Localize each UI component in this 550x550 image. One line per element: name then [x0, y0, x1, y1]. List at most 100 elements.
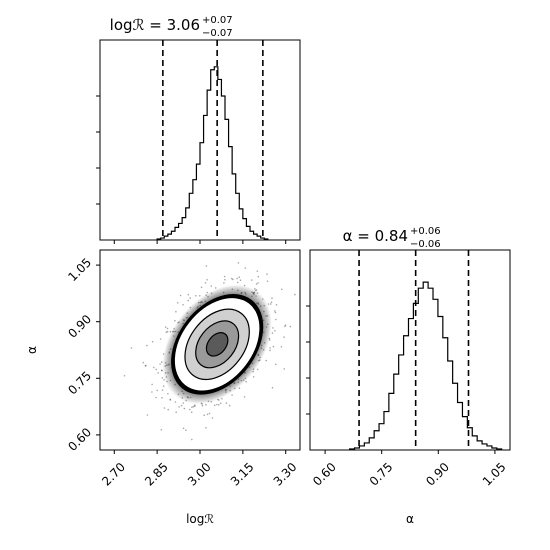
joint-sample-point — [206, 279, 208, 281]
joint-sample-point — [167, 393, 169, 395]
joint-sample-point — [232, 278, 234, 281]
joint-sample-point — [274, 311, 277, 314]
joint-sample-point — [145, 364, 147, 367]
joint-sample-point — [280, 346, 283, 348]
joint-sample-point — [236, 277, 238, 280]
joint-sample-point — [190, 411, 193, 414]
joint-sample-point — [160, 429, 163, 431]
joint-sample-point — [174, 401, 177, 403]
joint-sample-point — [178, 406, 180, 408]
hist-alpha-xlabel: α — [406, 512, 414, 526]
joint-sample-point — [160, 369, 163, 372]
joint-sample-point — [228, 404, 231, 407]
joint-sample-point — [169, 398, 171, 401]
joint-sample-point — [218, 404, 220, 406]
joint-sample-point — [206, 413, 209, 416]
joint-sample-point — [192, 405, 195, 408]
joint-sample-point — [274, 310, 276, 312]
joint-sample-point — [223, 282, 225, 284]
joint-sample-point — [238, 387, 241, 389]
joint-sample-point — [284, 325, 286, 328]
alpha-xtick-label: 0.75 — [367, 460, 396, 489]
joint-sample-point — [191, 406, 193, 409]
joint-sample-point — [161, 396, 163, 399]
joint-sample-point — [266, 273, 268, 275]
joint-sample-point — [146, 344, 148, 347]
joint-sample-point — [165, 331, 168, 334]
joint-sample-point — [187, 299, 189, 302]
joint-sample-point — [174, 319, 176, 322]
joint-sample-point — [237, 262, 240, 264]
joint-sample-point — [161, 377, 164, 379]
hist-logR-title-sub: −0.07 — [202, 28, 233, 39]
joint-sample-point — [283, 336, 285, 338]
joint-sample-point — [275, 304, 278, 306]
joint-sample-point — [151, 383, 153, 386]
joint-sample-point — [202, 450, 204, 452]
joint-sample-point — [163, 379, 165, 381]
joint-sample-point — [284, 324, 287, 327]
joint-sample-point — [151, 391, 153, 393]
joint-sample-point — [254, 288, 256, 290]
joint-sample-point — [281, 288, 283, 291]
joint-sample-point — [182, 427, 185, 430]
joint-sample-point — [177, 302, 179, 304]
joint-sample-point — [213, 404, 216, 407]
joint-sample-point — [187, 293, 190, 296]
joint-sample-point — [161, 361, 163, 363]
joint-ytick-label: 0.60 — [65, 425, 94, 454]
joint-xtick-label: 2.70 — [99, 460, 128, 489]
joint-sample-point — [123, 375, 126, 377]
joint-sample-point — [214, 287, 217, 289]
hist-alpha-title-main: α = 0.84 — [343, 227, 408, 245]
joint-sample-point — [272, 345, 275, 348]
joint-sample-point — [255, 283, 258, 285]
joint-sample-point — [195, 295, 197, 297]
joint-sample-point — [185, 429, 187, 432]
alpha-hist-step — [349, 281, 503, 450]
joint-sample-point — [166, 327, 169, 330]
joint-ylabel: α — [25, 346, 39, 354]
joint-sample-point — [194, 404, 196, 407]
joint-sample-point — [169, 399, 172, 401]
alpha-xtick-label: 1.05 — [480, 460, 509, 489]
joint-sample-point — [294, 293, 296, 296]
joint-sample-point — [151, 340, 154, 343]
joint-sample-point — [231, 277, 233, 280]
joint-sample-point — [271, 332, 274, 334]
joint-sample-point — [238, 276, 240, 279]
joint-sample-point — [267, 303, 270, 305]
joint-sample-point — [206, 291, 208, 294]
joint-contour-3 — [205, 332, 229, 357]
joint-ytick-label: 0.75 — [65, 369, 94, 398]
joint-sample-point — [180, 404, 183, 407]
joint-sample-point — [200, 286, 203, 289]
joint-sample-point — [239, 279, 242, 282]
joint-sample-point — [182, 402, 185, 404]
joint-sample-point — [191, 438, 193, 441]
joint-sample-point — [201, 404, 204, 407]
joint-ytick-label: 1.05 — [65, 255, 94, 284]
joint-sample-point — [283, 368, 286, 370]
joint-sample-point — [205, 427, 207, 429]
joint-sample-point — [155, 368, 157, 371]
joint-sample-point — [231, 394, 233, 396]
alpha-xtick-label: 0.90 — [423, 460, 452, 489]
joint-xtick-label: 2.85 — [142, 460, 171, 489]
joint-sample-point — [252, 376, 255, 378]
joint-sample-point — [205, 265, 208, 267]
joint-sample-point — [256, 270, 259, 272]
joint-sample-point — [162, 385, 165, 387]
joint-sample-point — [153, 366, 155, 369]
joint-sample-point — [208, 412, 211, 415]
joint-sample-point — [210, 285, 213, 287]
joint-sample-point — [225, 402, 228, 404]
logR-hist-step — [156, 66, 269, 240]
joint-sample-point — [204, 282, 207, 284]
joint-sample-point — [269, 347, 271, 349]
joint-xtick-label: 3.15 — [228, 460, 257, 489]
joint-sample-point — [175, 411, 177, 414]
hist-alpha-title-sub: −0.06 — [410, 239, 441, 250]
joint-sample-point — [155, 396, 157, 399]
